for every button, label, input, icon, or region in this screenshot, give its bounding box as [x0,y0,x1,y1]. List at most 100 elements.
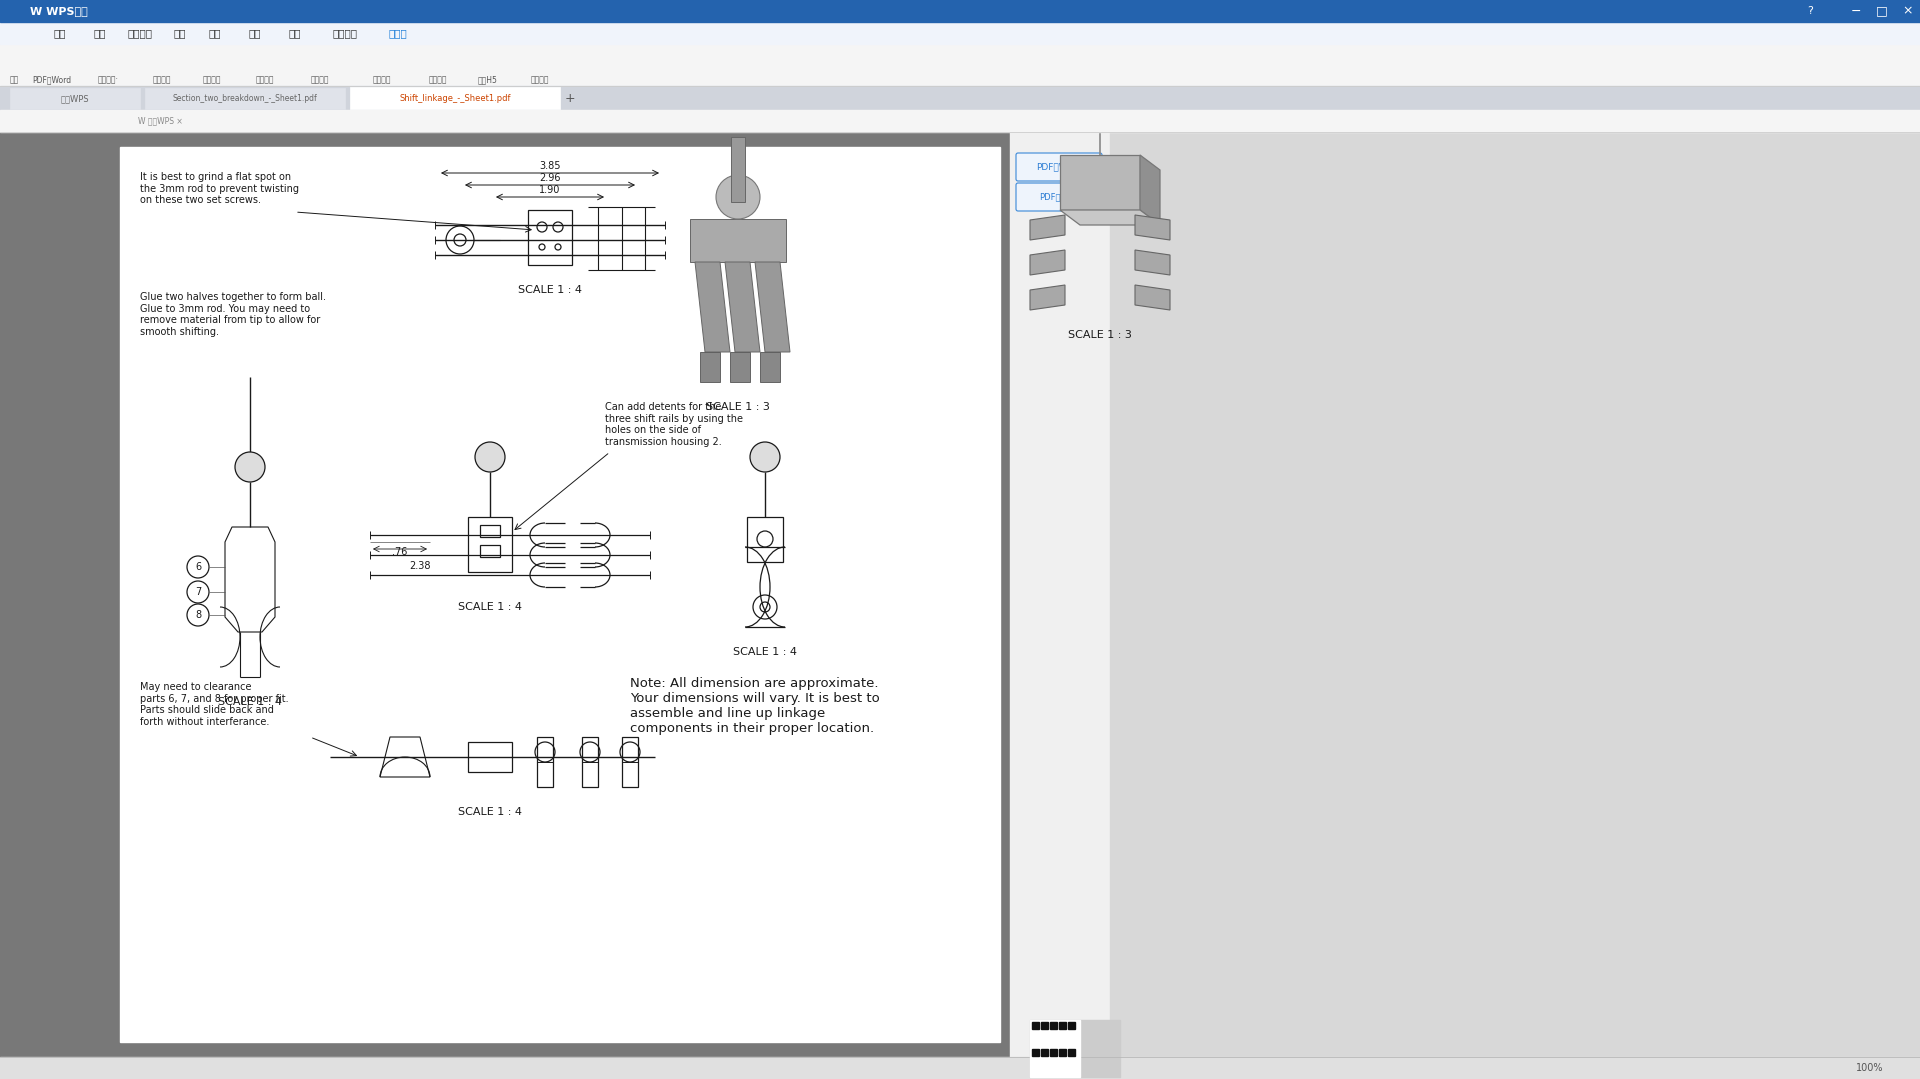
Text: □: □ [1876,4,1887,17]
Bar [480,525,499,537]
Bar [0,110,1920,132]
Text: Can add detents for the
three shift rails by using the
holes on the side of
tran: Can add detents for the three shift rail… [605,402,743,447]
Text: .76: .76 [392,547,407,557]
Bar [0,0,1920,22]
Bar [538,737,553,787]
Text: It is best to grind a flat spot on
the 3mm rod to prevent twisting
on these two : It is best to grind a flat spot on the 3… [140,172,300,205]
Text: 漫游文档: 漫游文档 [255,76,275,84]
Polygon shape [689,219,785,262]
Text: 视图: 视图 [250,28,261,38]
Text: 2.96: 2.96 [540,173,561,183]
Polygon shape [1029,285,1066,310]
Text: +: + [564,92,576,105]
Circle shape [474,442,505,472]
Text: −: − [1851,4,1860,17]
Bar [0,1057,1920,1079]
Polygon shape [730,352,751,382]
Polygon shape [760,352,780,382]
Text: 开始: 开始 [54,28,67,38]
Text: 2.38: 2.38 [409,561,430,571]
Bar [480,545,499,557]
Bar [1060,1022,1066,1029]
Polygon shape [755,262,789,352]
Bar [1060,1049,1066,1056]
Bar [0,86,1920,110]
Bar [0,44,1920,86]
Text: 我的WPS: 我的WPS [61,94,90,103]
Polygon shape [1135,215,1169,240]
Polygon shape [1135,250,1169,275]
Polygon shape [1029,250,1066,275]
Text: 章节: 章节 [288,28,301,38]
Text: 100%: 100% [1857,1063,1884,1073]
Bar [0,22,1920,44]
Text: 与我共享: 与我共享 [311,76,328,84]
Bar [1033,1049,1039,1056]
Bar [622,737,637,787]
Bar [119,147,1000,1042]
Text: SCALE 1 : 3: SCALE 1 : 3 [707,402,770,412]
Text: 7: 7 [194,587,202,597]
Text: SCALE 1 : 4: SCALE 1 : 4 [459,807,522,817]
Bar [1041,1022,1048,1029]
Bar [1050,1049,1058,1056]
Text: ×: × [1903,4,1912,17]
Text: 8: 8 [196,610,202,620]
Text: 模友之吧: 模友之吧 [1052,1048,1073,1056]
Text: 秀堂H5: 秀堂H5 [478,76,497,84]
Bar [0,132,117,1057]
Polygon shape [695,262,730,352]
Bar [747,517,783,562]
Bar [1068,1022,1075,1029]
Bar [582,737,597,787]
Bar [468,517,513,572]
Bar [1029,1020,1119,1077]
FancyBboxPatch shape [1016,183,1102,211]
Text: May need to clearance
parts 6, 7, and 8 for proper fit.
Parts should slide back : May need to clearance parts 6, 7, and 8 … [140,682,288,727]
Circle shape [751,442,780,472]
Text: 审阅: 审阅 [209,28,221,38]
Bar [468,742,513,771]
Polygon shape [1140,155,1160,226]
Bar [10,88,140,109]
Polygon shape [726,262,760,352]
Text: 页面布局: 页面布局 [127,28,152,38]
Text: SCALE 1 : 4: SCALE 1 : 4 [219,697,282,707]
Text: PDF拆分/合并: PDF拆分/合并 [1039,192,1079,202]
Text: W WPS文字: W WPS文字 [31,6,88,16]
Bar [528,210,572,265]
Text: SCALE 1 : 4: SCALE 1 : 4 [459,602,522,612]
Text: 星标文件: 星标文件 [204,76,221,84]
Text: SCALE 1 : 4: SCALE 1 : 4 [733,647,797,657]
Text: 1.90: 1.90 [540,185,561,195]
FancyBboxPatch shape [1016,153,1102,181]
Bar [1110,132,1920,1057]
Text: 引用: 引用 [173,28,186,38]
Bar [146,88,346,109]
Text: PDF转Word: PDF转Word [1037,163,1083,172]
Bar [349,87,561,109]
Text: Shift_linkage_-_Sheet1.pdf: Shift_linkage_-_Sheet1.pdf [399,94,511,103]
Text: Note: All dimension are approximate.
Your dimensions will vary. It is best to
as: Note: All dimension are approximate. You… [630,677,879,735]
Text: 6: 6 [196,562,202,572]
Text: 智能推荐·: 智能推荐· [98,76,119,84]
Polygon shape [1029,215,1066,240]
Circle shape [716,175,760,219]
Text: 团队文档: 团队文档 [372,76,392,84]
Text: 3.85: 3.85 [540,161,561,170]
Bar [1041,1049,1048,1056]
Polygon shape [701,352,720,382]
Polygon shape [1060,210,1160,226]
Text: ?: ? [1807,6,1812,16]
Bar [1068,1049,1075,1056]
Text: 分享: 分享 [10,76,19,84]
Text: 云端编辑: 云端编辑 [530,76,549,84]
Text: 历史版本: 历史版本 [154,76,171,84]
Circle shape [234,452,265,482]
Bar [732,137,745,202]
Text: 开发工具: 开发工具 [332,28,357,38]
Circle shape [1077,88,1121,132]
Text: SCALE 1 : 3: SCALE 1 : 3 [1068,330,1133,340]
Text: 插入: 插入 [94,28,106,38]
Text: SCALE 1 : 4: SCALE 1 : 4 [518,285,582,295]
